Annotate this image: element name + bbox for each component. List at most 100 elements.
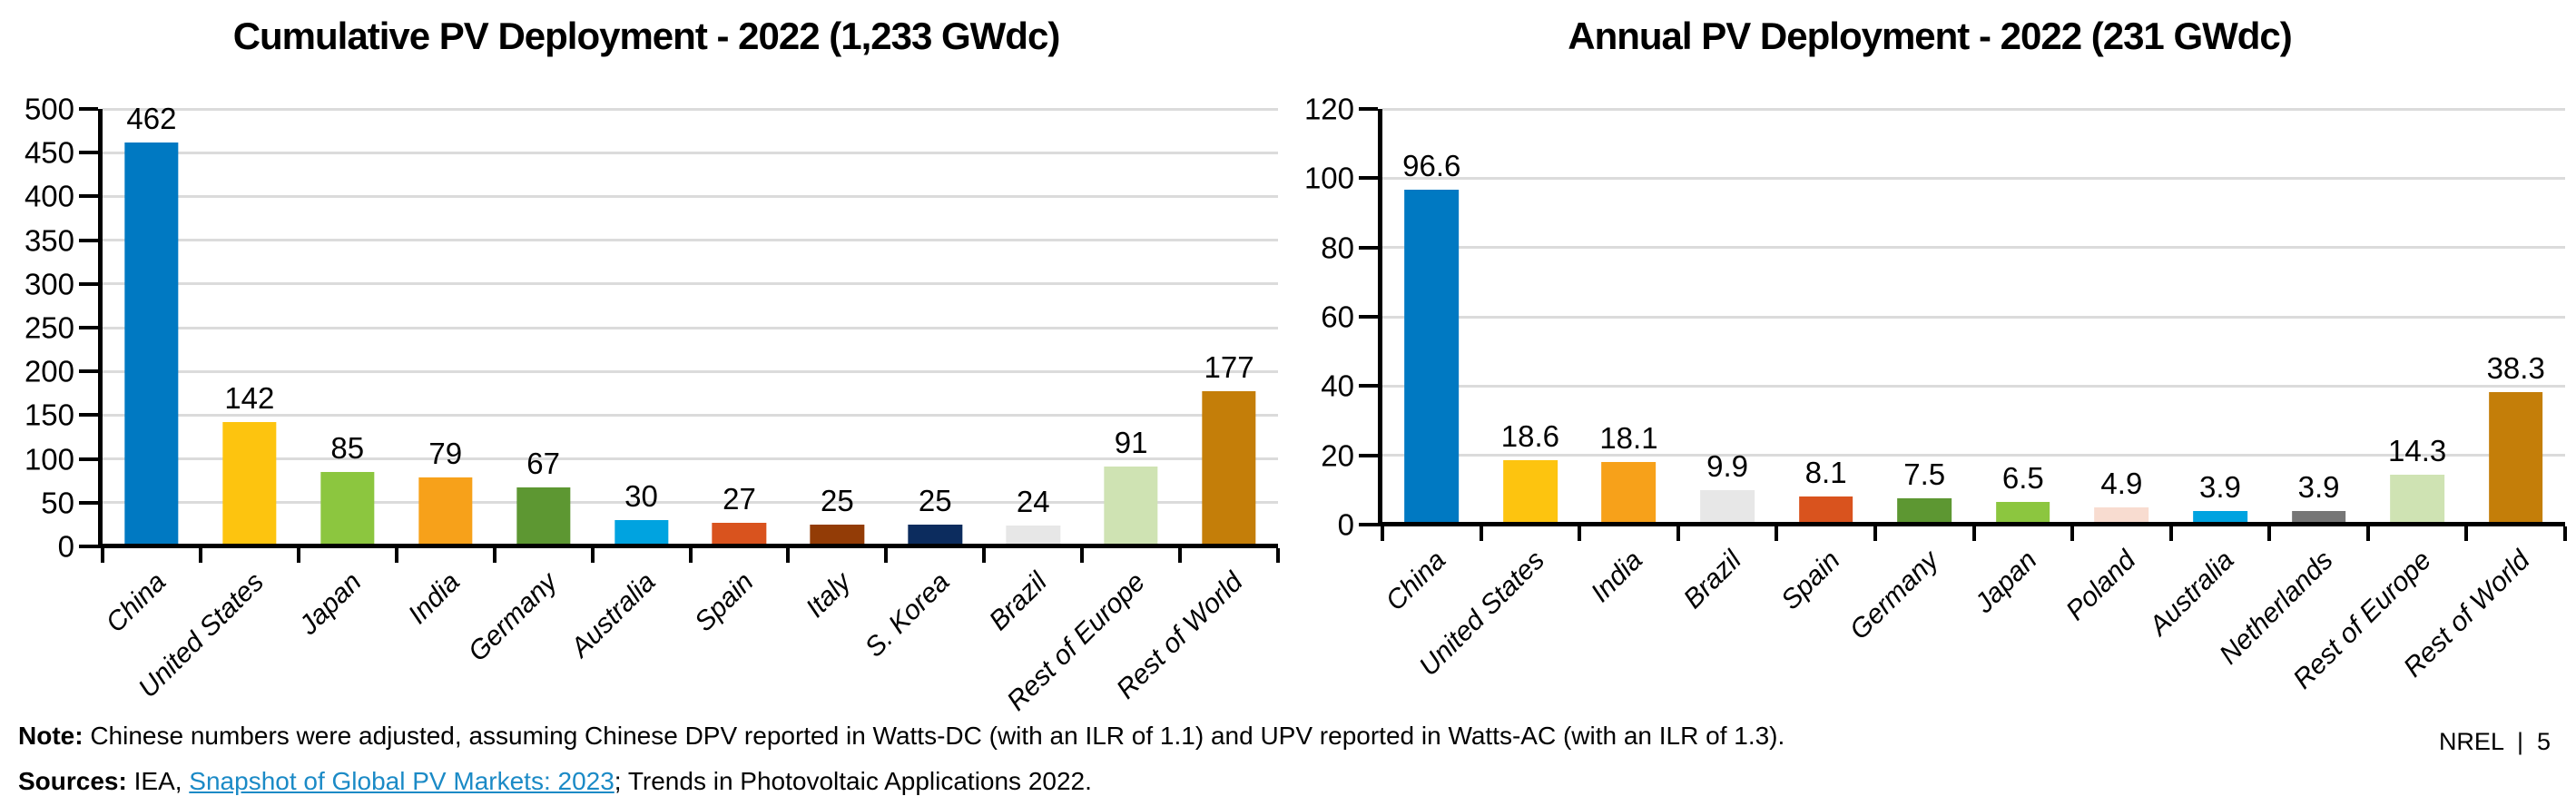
charts-row: Cumulative PV Deployment - 2022 (1,233 G… [15,13,2567,716]
cumulative-chart-body: 0 50 100 150 200 250 300 350 400 450 500 China Unit… [15,94,1280,716]
gridline [103,107,1278,111]
cumulative-pv-chart: Cumulative PV Deployment - 2022 (1,233 G… [15,13,1280,716]
bar-slot-united-states: 18.6 [1481,109,1580,525]
bar-value-label: 14.3 [2387,434,2447,468]
bar-value-label: 4.9 [2100,467,2143,501]
gridline [103,413,1278,417]
y-axis-tick-label: 50 [41,486,74,520]
x-axis-tick [296,548,300,563]
y-axis-tick-label: 200 [24,354,74,388]
footnotes: Note: Chinese numbers were adjusted, ass… [18,713,1785,804]
x-axis-tick [884,548,889,563]
bar-slot-spain: 27 [691,109,789,546]
bar-value-label: 30 [624,479,658,514]
y-axis-tick [79,107,98,111]
bar-value-label: 85 [330,431,365,466]
bar-china [1404,190,1460,525]
bar-united-states [222,422,277,546]
bar-slot-china: 96.6 [1382,109,1481,525]
x-axis-category-label: Spain [1775,545,1846,616]
x-axis-category-label: Spain [688,566,760,638]
x-axis-category-label: Australia [2144,545,2240,642]
x-axis-tick [394,548,398,563]
bar-india [1601,461,1657,525]
y-axis-tick [1359,384,1378,388]
gridline [103,282,1278,286]
bar-rest-of-europe [2390,475,2444,525]
annual-plot-area: China United States India Brazil Spain German… [1359,107,2567,694]
x-axis-tick [1676,526,1680,541]
y-axis-tick-label: 400 [24,179,74,213]
annual-y-axis-labels: 0 20 40 60 80 100 120 [1294,94,1378,540]
bar-japan [1995,502,2050,525]
bar-netherlands [2291,511,2346,525]
gridline [103,239,1278,242]
sources-line: Sources: IEA, Snapshot of Global PV Mark… [18,759,1785,804]
bar-value-label: 91 [1114,426,1148,460]
bar-germany [516,487,571,546]
x-axis-tick [1578,526,1582,541]
x-axis-tick [198,548,202,563]
x-axis-category-label: Brazil [1677,545,1747,614]
y-axis-tick [1359,453,1378,457]
x-axis-tick [2070,526,2075,541]
y-axis-tick [79,194,98,199]
gridline [1382,176,2565,180]
x-axis-category-label: S. Korea [859,566,956,663]
bar-germany [1897,498,1952,525]
y-axis-tick-label: 60 [1321,300,1354,334]
y-axis-tick [1359,315,1378,319]
x-axis-category-label: India [1586,545,1649,608]
x-axis-category-label: Japan [293,566,368,641]
bar-china [124,142,179,546]
bar-rest-of-europe [1104,467,1158,546]
bar-value-label: 67 [526,447,560,481]
y-axis-tick-label: 500 [24,92,74,126]
bar-value-label: 3.9 [2199,470,2241,505]
y-axis-tick [79,457,98,461]
annual-chart-title: Annual PV Deployment - 2022 (231 GWdc) [1568,15,2293,57]
bar-india [418,477,473,546]
cumulative-chart-title: Cumulative PV Deployment - 2022 (1,233 G… [232,15,1061,57]
y-axis-tick-label: 40 [1321,369,1354,403]
source-link[interactable]: Snapshot of Global PV Markets: 2023 [189,767,615,795]
x-axis-tick [1178,548,1183,563]
cumulative-y-axis-labels: 0 50 100 150 200 250 300 350 400 450 500 [15,94,98,562]
bar-value-label: 142 [224,381,275,416]
y-axis-tick [1359,523,1378,526]
gridline [103,501,1278,505]
y-axis-tick-label: 120 [1303,92,1354,126]
bar-slot-australia: 3.9 [2171,109,2270,525]
bar-rest-of-world [2488,391,2543,525]
gridline [1382,246,2565,250]
slide-page-marker: NREL | 5 [2438,728,2551,755]
bar-value-label: 18.6 [1500,419,1559,454]
note-text: Chinese numbers were adjusted, assuming … [83,722,1785,750]
bar-spain [1798,496,1853,525]
x-axis-tick [101,548,104,563]
y-axis-tick-label: 100 [24,442,74,477]
y-axis-tick [79,151,98,155]
bar-value-label: 6.5 [2001,461,2044,496]
x-axis-category-label: Germany [462,566,564,668]
bar-s-korea [908,524,962,546]
bar-value-label: 25 [918,483,952,517]
bar-slot-germany: 7.5 [1875,109,1974,525]
bar-australia [614,520,669,546]
x-axis-category-label: China [1380,545,1452,617]
gridline [103,326,1278,329]
y-axis-tick-label: 0 [57,529,74,564]
bar-japan [320,472,375,546]
bar-slot-rest-of-europe: 14.3 [2368,109,2467,525]
x-axis-tick [2267,526,2272,541]
y-axis-tick-label: 100 [1303,161,1354,195]
bar-value-label: 177 [1204,350,1254,385]
bar-spain [712,522,767,546]
bar-slot-germany: 67 [495,109,593,546]
bar-slot-rest-of-europe: 91 [1082,109,1180,546]
x-axis-category-label: Poland [2060,545,2142,626]
gridline [103,194,1278,198]
x-axis-tick [2563,526,2567,541]
gridline [103,369,1278,373]
bar-value-label: 79 [428,436,463,470]
